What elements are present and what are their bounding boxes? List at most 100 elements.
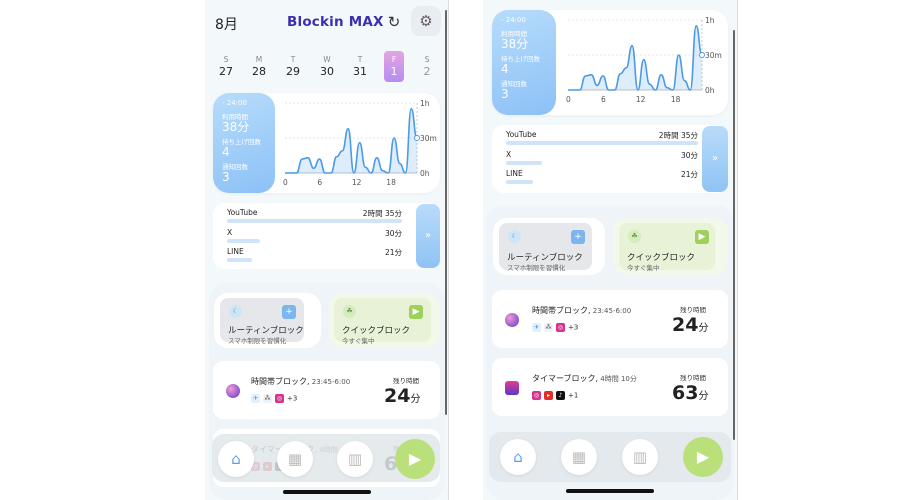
routine-block-inner: ☾ + ルーティンブロック スマホ制限を習慣化 xyxy=(220,298,304,345)
app-time: 30分 xyxy=(680,151,698,160)
usage-label: 利用時間 xyxy=(222,113,248,121)
day-number: 28 xyxy=(252,65,266,78)
add-icon[interactable]: + xyxy=(282,305,296,319)
apps-card[interactable]: YouTube 2時間 35分 X 30分 LINE 21分 » xyxy=(213,203,440,269)
chart-y-tick-label: 30m xyxy=(420,134,437,143)
day-number: 27 xyxy=(219,65,233,78)
day-letter: S xyxy=(223,55,229,64)
remaining-time: 24分 xyxy=(672,314,708,336)
routine-block-card[interactable]: ☾ + ルーティンブロック スマホ制限を習慣化 xyxy=(493,218,605,275)
quick-block-inner: ☘ ▶ クイックブロック 今すぐ集中 xyxy=(334,298,431,345)
chart-x-tick-label: 12 xyxy=(352,178,362,187)
tab-play-icon[interactable]: ▶ xyxy=(395,439,435,479)
schedule-name: 時間帯ブロック, xyxy=(251,377,310,386)
more-apps-count: +3 xyxy=(568,323,579,332)
stats-panel: - 24:00 利用時間 38分 持ち上げ回数 4 通知回数 3 xyxy=(492,10,556,115)
leaf-icon: ☘ xyxy=(343,305,356,318)
moon-icon: ☾ xyxy=(508,230,521,243)
phone-divider xyxy=(737,0,738,500)
stats-range: - 24:00 xyxy=(222,99,247,107)
tab-stats-icon[interactable]: ▥ xyxy=(337,441,373,477)
day-tue[interactable]: T 29 xyxy=(283,54,303,79)
day-letter: T xyxy=(357,55,363,64)
chart-y-tick-label: 1h xyxy=(420,99,430,108)
notif-value: 3 xyxy=(501,87,509,101)
chart-x-tick-label: 0 xyxy=(566,95,571,104)
remaining-unit: 分 xyxy=(698,323,709,334)
play-icon[interactable]: ▶ xyxy=(409,305,423,319)
app-time: 30分 xyxy=(384,229,402,238)
home-indicator xyxy=(566,489,654,493)
remaining-value: 63 xyxy=(672,382,699,404)
routine-block-card[interactable]: ☾ + ルーティンブロック スマホ制限を習慣化 xyxy=(214,293,321,348)
tab-calendar-icon[interactable]: ▦ xyxy=(561,439,597,475)
day-thu[interactable]: T 31 xyxy=(350,54,370,79)
scrollbar[interactable] xyxy=(445,10,447,415)
chart-y-tick-label: 0h xyxy=(420,169,430,178)
clock-schedule-icon xyxy=(226,384,240,398)
schedule-card-time[interactable]: 時間帯ブロック, 23:45-6:00 ✈ ⁂ ◎ +3 残り時間 24分 xyxy=(213,361,440,419)
day-letter: T xyxy=(290,55,296,64)
schedule-title: 時間帯ブロック, 23:45-6:00 xyxy=(532,305,631,316)
refresh-icon[interactable]: ↻ xyxy=(387,13,401,31)
app-time: 21分 xyxy=(680,170,698,179)
day-wed[interactable]: W 30 xyxy=(317,54,337,79)
month-label[interactable]: 8月 xyxy=(215,17,238,33)
quick-title: クイックブロック xyxy=(627,253,696,263)
leaf-icon: ☘ xyxy=(628,230,641,243)
app-time: 2時間 35分 xyxy=(658,131,698,140)
chart-x-tick-label: 18 xyxy=(671,95,681,104)
quick-block-card[interactable]: ☘ ▶ クイックブロック 今すぐ集中 xyxy=(329,293,440,348)
tab-home-icon[interactable]: ⌂ xyxy=(218,441,254,477)
app-name: LINE xyxy=(506,169,523,178)
phone-divider xyxy=(448,0,449,500)
gear-icon[interactable]: ⚙ xyxy=(411,6,441,36)
schedule-name: 時間帯ブロック, xyxy=(532,306,591,315)
remaining-label: 残り時間 xyxy=(680,306,706,314)
play-icon[interactable]: ▶ xyxy=(695,230,709,244)
pickups-label: 持ち上げ回数 xyxy=(501,55,540,63)
tab-stats-icon[interactable]: ▥ xyxy=(622,439,658,475)
usage-chart: 1h 30m 0h 0 6 12 18 xyxy=(566,16,722,104)
remaining-label: 残り時間 xyxy=(393,377,419,385)
schedule-apps: ✈ ⁂ ◎ +3 xyxy=(532,323,578,332)
app-usage-bar xyxy=(506,180,533,184)
youtube-icon: ▸ xyxy=(544,391,553,400)
pickups-value: 4 xyxy=(222,145,230,159)
chart-x-tick-label: 12 xyxy=(636,95,646,104)
routine-title: ルーティンブロック xyxy=(228,326,304,336)
quick-block-card[interactable]: ☘ ▶ クイックブロック 今すぐ集中 xyxy=(613,218,728,275)
scrollbar[interactable] xyxy=(733,30,735,440)
day-sun[interactable]: S 27 xyxy=(216,54,236,79)
day-number: 31 xyxy=(353,65,367,78)
chart-y-tick-label: 1h xyxy=(705,16,715,25)
more-apps-button[interactable]: » xyxy=(702,126,728,192)
app-name: YouTube xyxy=(506,130,537,139)
usage-card[interactable]: - 24:00 利用時間 38分 持ち上げ回数 4 通知回数 3 1h 30m 0h… xyxy=(492,10,728,115)
tab-calendar-icon[interactable]: ▦ xyxy=(277,441,313,477)
tab-home-icon[interactable]: ⌂ xyxy=(500,439,536,475)
schedule-card-time[interactable]: 時間帯ブロック, 23:45-6:00 ✈ ⁂ ◎ +3 残り時間 24分 xyxy=(492,290,728,348)
chart-x-tick-label: 6 xyxy=(601,95,606,104)
more-apps-button[interactable]: » xyxy=(416,204,440,268)
schedule-apps: ✈ ⁂ ◎ +3 xyxy=(251,394,297,403)
day-mon[interactable]: M 28 xyxy=(249,54,269,79)
pickups-value: 4 xyxy=(501,62,509,76)
app-name: X xyxy=(506,150,512,159)
tab-play-icon[interactable]: ▶ xyxy=(683,437,723,477)
chart-y-tick-label: 30m xyxy=(705,51,722,60)
usage-chart: 1h 30m 0h 0 6 12 18 xyxy=(283,99,437,187)
apps-card[interactable]: YouTube 2時間 35分 X 30分 LINE 21分 » xyxy=(492,125,728,193)
home-indicator xyxy=(283,490,371,494)
usage-card[interactable]: - 24:00 利用時間 38分 持ち上げ回数 4 通知回数 3 1h 30m 0h… xyxy=(213,93,440,193)
schedule-card-timer[interactable]: タイマーブロック, 4時間 10分 ◎▸♪+1 残り時間 63分 xyxy=(492,358,728,416)
day-number: 29 xyxy=(286,65,300,78)
day-letter: W xyxy=(323,55,331,64)
add-icon[interactable]: + xyxy=(571,230,585,244)
schedule-apps: ◎▸♪+1 xyxy=(532,391,578,400)
notif-label: 通知回数 xyxy=(222,163,248,171)
quick-subtitle: 今すぐ集中 xyxy=(342,337,375,345)
